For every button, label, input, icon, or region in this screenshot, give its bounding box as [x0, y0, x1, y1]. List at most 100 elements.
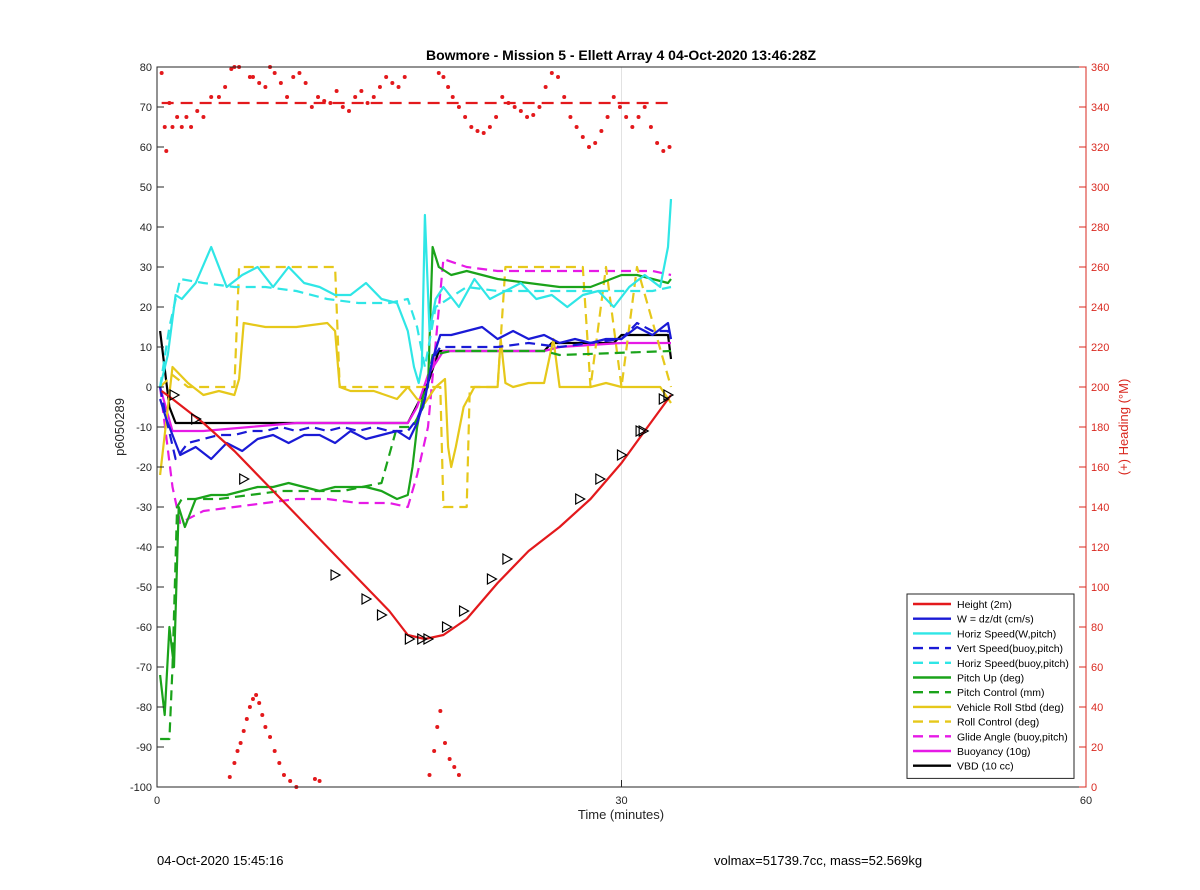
legend-label: Vert Speed(buoy,pitch) [957, 643, 1063, 655]
height-marker [361, 592, 373, 606]
heading-point [377, 85, 382, 89]
heading-point [396, 85, 401, 89]
y-tick-label: 60 [140, 142, 152, 154]
heading-point [456, 105, 461, 109]
heading-point [281, 773, 286, 777]
heading-point [263, 85, 268, 89]
heading-point [655, 141, 660, 145]
x-tick-label: 0 [154, 795, 160, 807]
footer-vehicle-info: volmax=51739.7cc, mass=52.569kg [714, 853, 923, 868]
y-right-tick-label: 100 [1091, 582, 1109, 594]
heading-point [617, 105, 622, 109]
y-tick-label: 10 [140, 342, 152, 354]
heading-point [241, 729, 246, 733]
height-marker [169, 388, 181, 402]
y-tick-label: -10 [136, 422, 152, 434]
height-marker [638, 424, 650, 438]
heading-point [611, 95, 616, 99]
y-right-tick-label: 280 [1091, 222, 1109, 234]
heading-point [512, 105, 517, 109]
y-right-tick-label: 320 [1091, 142, 1109, 154]
heading-point [254, 693, 259, 697]
y-right-tick-label: 80 [1091, 622, 1103, 634]
heading-point [537, 105, 542, 109]
heading-point [227, 775, 232, 779]
height-marker [575, 492, 586, 506]
heading-point [562, 95, 567, 99]
y-axis-right-label: (+) Heading (°M) [1116, 379, 1131, 476]
heading-point [384, 75, 389, 79]
y-tick-label: 50 [140, 182, 152, 194]
heading-point [303, 81, 308, 85]
chart-title: Bowmore - Mission 5 - Ellett Array 4 04-… [426, 47, 817, 63]
y-tick-label: 40 [140, 222, 152, 234]
heading-point [456, 773, 461, 777]
heading-point [317, 779, 322, 783]
heading-point [435, 725, 440, 729]
heading-point [195, 109, 200, 113]
legend-label: W = dz/dt (cm/s) [957, 614, 1034, 626]
heading-point [316, 95, 321, 99]
heading-point [506, 101, 511, 105]
heading-point [365, 101, 370, 105]
y-right-tick-label: 340 [1091, 102, 1109, 114]
heading-point [278, 81, 283, 85]
heading-point [447, 757, 452, 761]
height-marker [441, 620, 453, 634]
heading-point [159, 71, 164, 75]
heading-point [441, 75, 446, 79]
legend-label: Pitch Up (deg) [957, 673, 1024, 685]
heading-point [346, 109, 351, 113]
y-right-tick-label: 260 [1091, 262, 1109, 274]
heading-point [334, 89, 339, 93]
heading-point [247, 705, 252, 709]
footer-timestamp: 04-Oct-2020 15:45:16 [157, 853, 284, 868]
y-tick-label: 70 [140, 102, 152, 114]
legend-label: Horiz Speed(W,pitch) [957, 628, 1056, 640]
heading-point [427, 773, 432, 777]
height-marker [191, 412, 202, 426]
series-line [159, 341, 671, 433]
y-right-tick-label: 20 [1091, 742, 1103, 754]
y-tick-label: 0 [146, 382, 152, 394]
heading-point [599, 129, 604, 133]
heading-point [340, 105, 345, 109]
legend-box [906, 593, 1075, 779]
y-tick-label: -20 [136, 462, 152, 474]
heading-point [469, 125, 474, 129]
y-right-tick-label: 200 [1091, 382, 1109, 394]
x-axis-label: Time (minutes) [578, 807, 664, 822]
height-marker [423, 632, 435, 646]
heading-point [272, 749, 277, 753]
legend-label: Roll Control (deg) [957, 717, 1039, 729]
y-tick-label: -90 [136, 742, 152, 754]
y-tick-label: 80 [140, 62, 152, 74]
series-line [159, 198, 673, 388]
height-marker [417, 632, 429, 646]
heading-point [543, 85, 548, 89]
heading-point [238, 741, 243, 745]
series-line [159, 257, 672, 525]
heading-point [481, 131, 486, 135]
height-marker [635, 424, 647, 438]
y-right-tick-label: 180 [1091, 422, 1109, 434]
heading-point [525, 115, 530, 119]
heading-point [291, 75, 296, 79]
heading-point [277, 761, 282, 765]
y-tick-label: -100 [130, 782, 152, 794]
series-line [160, 349, 672, 741]
legend-label: Horiz Speed(buoy,pitch) [957, 658, 1069, 670]
heading-point [263, 725, 268, 729]
height-marker [239, 472, 250, 486]
heading-point [268, 735, 273, 739]
heading-point [556, 75, 561, 79]
heading-point [257, 701, 262, 705]
legend-label: VBD (10 cc) [957, 761, 1014, 773]
heading-point [549, 71, 554, 75]
height-marker [502, 552, 514, 566]
legend: Height (2m) W = dz/dt (cm/s) Horiz Speed(W… [906, 593, 1075, 779]
heading-point [322, 99, 327, 103]
y-right-tick-label: 120 [1091, 542, 1109, 554]
heading-point [170, 125, 175, 129]
